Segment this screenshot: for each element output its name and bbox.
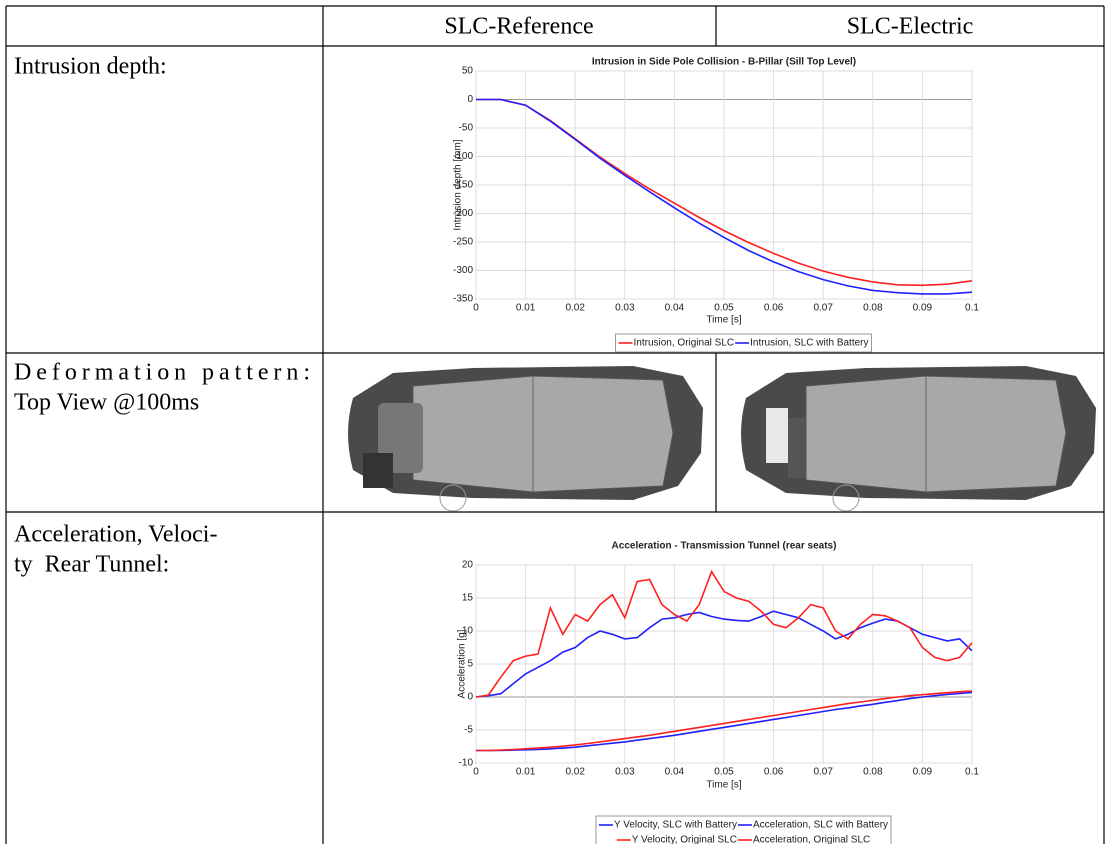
car-image: [741, 366, 1096, 511]
x-tick-label: 0.09: [913, 767, 933, 778]
y-tick-label: 50: [462, 66, 474, 77]
x-tick-label: 0.08: [863, 303, 883, 314]
x-tick-label: 0.01: [516, 303, 536, 314]
y-tick-label: 5: [467, 659, 473, 670]
legend-label: Acceleration, SLC with Battery: [753, 820, 888, 831]
x-tick-label: 0.01: [516, 767, 536, 778]
x-tick-label: 0.05: [714, 767, 734, 778]
y-axis-label: Intrusion depth [mm]: [453, 139, 464, 230]
x-tick-label: 0.04: [665, 767, 685, 778]
y-tick-label: -300: [453, 265, 473, 276]
page: {"table":{"columns":["SLC-Reference","SL…: [0, 0, 1108, 844]
x-axis-label: Time [s]: [706, 780, 741, 791]
x-tick-label: 0.07: [813, 303, 833, 314]
x-tick-label: 0.06: [764, 767, 784, 778]
x-tick-label: 0.02: [565, 303, 585, 314]
x-tick-label: 0.1: [965, 767, 979, 778]
y-axis-label: Acceleration [g]: [457, 629, 468, 698]
column-header: SLC-Electric: [847, 14, 974, 40]
x-tick-label: 0.08: [863, 767, 883, 778]
row-label: Deformation pattern:: [14, 360, 310, 386]
y-tick-label: 0: [467, 692, 473, 703]
column-header: SLC-Reference: [444, 14, 593, 40]
y-tick-label: -50: [459, 123, 474, 134]
y-tick-label: -350: [453, 294, 473, 305]
chart-title: Intrusion in Side Pole Collision - B-Pil…: [592, 57, 856, 68]
legend-label: Acceleration, Original SLC: [753, 835, 870, 844]
legend-label: Y Velocity, Original SLC: [632, 835, 737, 844]
x-axis-label: Time [s]: [706, 315, 741, 326]
x-tick-label: 0.09: [913, 303, 933, 314]
x-tick-label: 0: [473, 303, 479, 314]
x-tick-label: 0.03: [615, 303, 635, 314]
row-label: ty Rear Tunnel:: [14, 552, 169, 578]
x-tick-label: 0.03: [615, 767, 635, 778]
legend-label: Y Velocity, SLC with Battery: [614, 820, 737, 831]
y-tick-label: 0: [467, 94, 473, 105]
car-image: [348, 366, 703, 511]
chart-title: Acceleration - Transmission Tunnel (rear…: [612, 541, 837, 552]
y-tick-label: -250: [453, 237, 473, 248]
legend-label: Intrusion, Original SLC: [634, 338, 735, 349]
x-tick-label: 0.07: [813, 767, 833, 778]
y-tick-label: 20: [462, 560, 474, 571]
x-tick-label: 0.06: [764, 303, 784, 314]
x-tick-label: 0.1: [965, 303, 979, 314]
x-tick-label: 0.02: [565, 767, 585, 778]
x-tick-label: 0.04: [665, 303, 685, 314]
x-tick-label: 0: [473, 767, 479, 778]
y-tick-label: -5: [464, 725, 473, 736]
legend-label: Intrusion, SLC with Battery: [750, 338, 868, 349]
x-tick-label: 0.05: [714, 303, 734, 314]
document: SLC-Reference SLC-Electric Intrusion dep…: [0, 0, 1108, 844]
row-label: Acceleration, Veloci-: [14, 522, 217, 548]
row-label: Top View @100ms: [14, 390, 199, 416]
y-tick-label: -10: [459, 758, 474, 769]
row-label: Intrusion depth:: [14, 54, 167, 80]
y-tick-label: 15: [462, 593, 474, 604]
